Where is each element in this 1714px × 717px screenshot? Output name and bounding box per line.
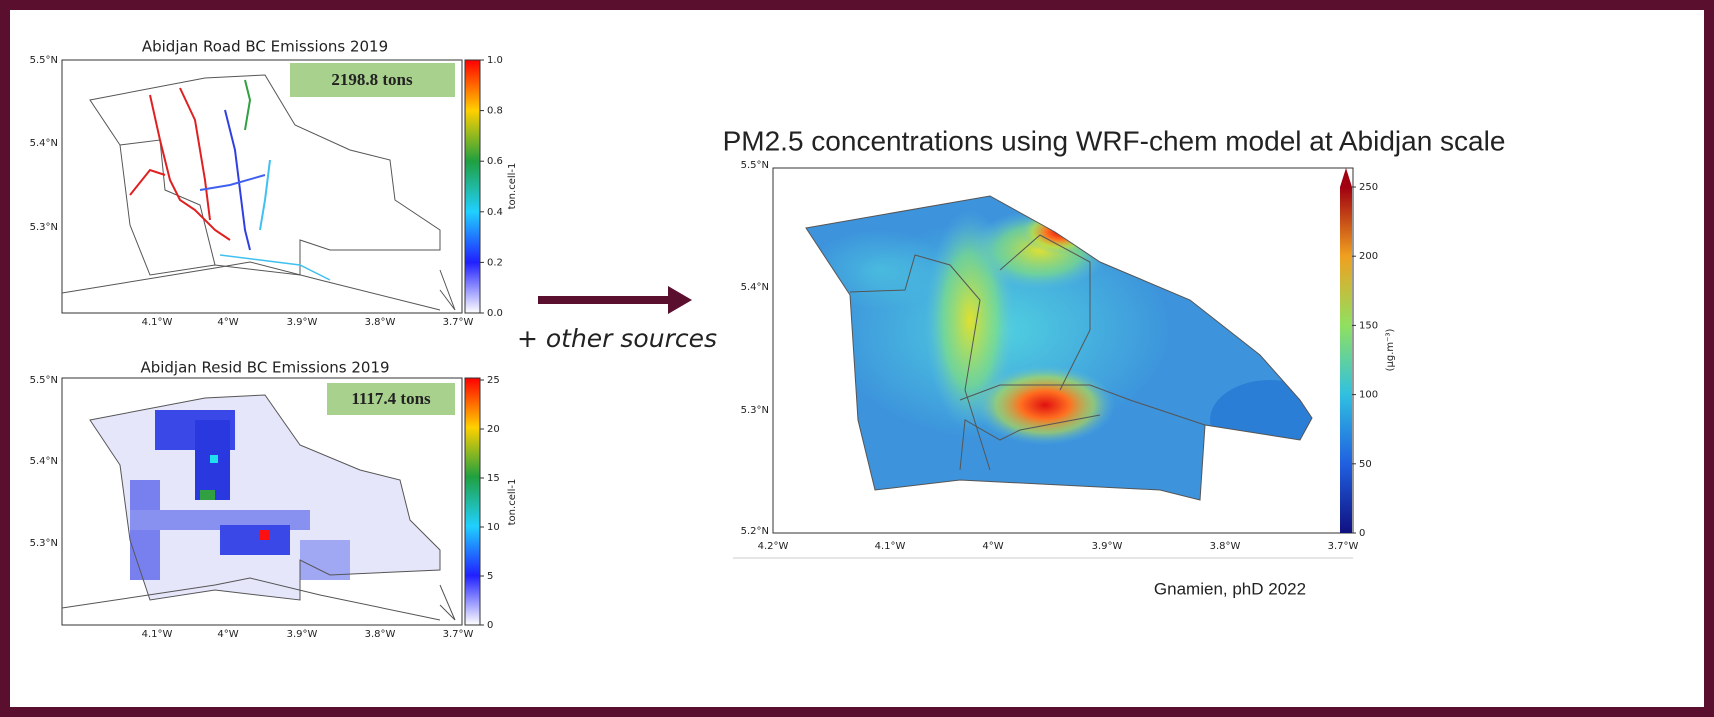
lat-label: 5.5°N bbox=[30, 375, 58, 386]
colorbar-tick-label: 5 bbox=[487, 571, 493, 582]
lat-label: 5.3°N bbox=[30, 222, 58, 233]
colorbar-tick-label: 0.2 bbox=[487, 257, 503, 268]
colorbar-extend bbox=[1340, 168, 1352, 187]
lon-label: 3.8°W bbox=[365, 629, 396, 640]
map-title: Abidjan Road BC Emissions 2019 bbox=[142, 38, 388, 56]
lon-label: 3.8°W bbox=[1210, 541, 1241, 552]
lat-label: 5.5°N bbox=[30, 55, 58, 66]
colorbar-tick-label: 20 bbox=[487, 424, 500, 435]
map-frame bbox=[61, 59, 463, 314]
colorbar-tick-label: 0.0 bbox=[487, 308, 503, 319]
lon-label: 4°W bbox=[982, 541, 1003, 552]
colorbar-label: ton.cell-1 bbox=[507, 163, 518, 210]
lat-label: 5.2°N bbox=[741, 526, 769, 537]
lon-label: 4.1°W bbox=[142, 317, 173, 328]
lat-label: 5.3°N bbox=[30, 538, 58, 549]
lon-label: 3.9°W bbox=[287, 629, 318, 640]
colorbar-tick-label: 50 bbox=[1359, 459, 1372, 470]
total-box bbox=[290, 63, 455, 97]
colorbar-tick-label: 0.6 bbox=[487, 156, 503, 167]
arrow-label: + other sources bbox=[517, 324, 717, 353]
total-label: 2198.8 tons bbox=[331, 70, 413, 89]
colorbar-tick-label: 25 bbox=[487, 375, 500, 386]
lon-label: 4.1°W bbox=[875, 541, 906, 552]
lon-label: 4°W bbox=[217, 629, 238, 640]
colorbar bbox=[464, 377, 481, 626]
total-box bbox=[327, 383, 455, 415]
colorbar-tick-label: 1.0 bbox=[487, 55, 503, 66]
wrf-boundaries bbox=[805, 195, 1313, 501]
colorbar-tick-label: 0.4 bbox=[487, 207, 503, 218]
colorbar-tick-label: 250 bbox=[1359, 182, 1378, 193]
lon-label: 4°W bbox=[217, 317, 238, 328]
lat-label: 5.4°N bbox=[30, 138, 58, 149]
colorbar-tick-label: 0 bbox=[487, 620, 493, 631]
colorbar-tick-label: 200 bbox=[1359, 251, 1378, 262]
arrow-head bbox=[668, 286, 692, 314]
road-map-shapes bbox=[61, 74, 456, 311]
colorbar-tick-label: 0.8 bbox=[487, 106, 503, 117]
lon-label: 3.9°W bbox=[287, 317, 318, 328]
lat-label: 5.4°N bbox=[30, 456, 58, 467]
lon-label: 3.9°W bbox=[1092, 541, 1123, 552]
lon-label: 4.2°W bbox=[758, 541, 789, 552]
lat-label: 5.3°N bbox=[741, 405, 769, 416]
lon-label: 3.7°W bbox=[1328, 541, 1359, 552]
colorbar-tick-label: 15 bbox=[487, 473, 500, 484]
lat-label: 5.5°N bbox=[741, 160, 769, 171]
colorbar-tick-label: 100 bbox=[1359, 390, 1378, 401]
lon-label: 3.7°W bbox=[443, 317, 474, 328]
lon-label: 3.8°W bbox=[365, 317, 396, 328]
lat-label: 5.4°N bbox=[741, 282, 769, 293]
colorbar bbox=[464, 59, 481, 314]
credit: Gnamien, phD 2022 bbox=[1154, 579, 1306, 598]
colorbar bbox=[1340, 187, 1352, 533]
colorbar-tick-label: 10 bbox=[487, 522, 500, 533]
colorbar-tick-label: 150 bbox=[1359, 320, 1378, 331]
colorbar-label: (μg.m⁻³) bbox=[1385, 329, 1396, 372]
total-label: 1117.4 tons bbox=[351, 389, 431, 408]
colorbar-label: ton.cell-1 bbox=[507, 479, 518, 526]
lon-label: 3.7°W bbox=[443, 629, 474, 640]
resid-map-shapes bbox=[61, 394, 456, 621]
lon-label: 4.1°W bbox=[142, 629, 173, 640]
colorbar-tick-label: 0 bbox=[1359, 528, 1365, 539]
headline: PM2.5 concentrations using WRF-chem mode… bbox=[723, 125, 1506, 156]
map-title: Abidjan Resid BC Emissions 2019 bbox=[140, 359, 389, 377]
